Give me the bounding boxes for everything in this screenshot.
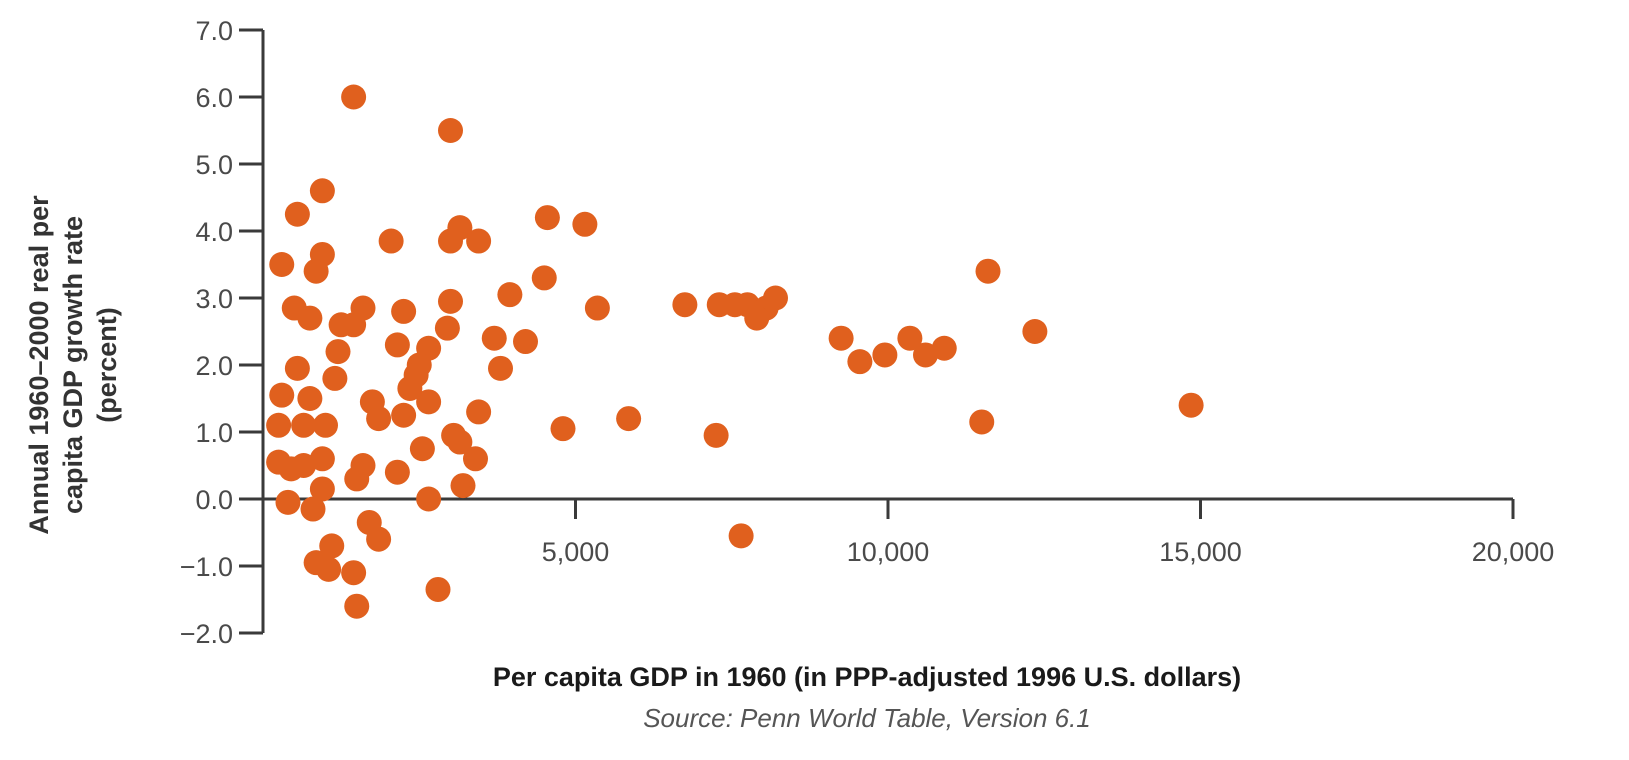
data-point — [550, 416, 576, 442]
data-point — [913, 342, 938, 368]
data-point — [391, 298, 417, 324]
data-point — [269, 382, 295, 408]
y-tick-label: 7.0 — [195, 16, 233, 46]
data-point — [409, 436, 435, 462]
y-tick-label: 6.0 — [195, 83, 233, 113]
y-tick-label: 3.0 — [195, 284, 233, 314]
data-point — [313, 412, 338, 438]
data-point — [344, 593, 370, 619]
y-tick-label: 2.0 — [195, 351, 233, 381]
y-axis-title-line-1: Annual 1960–2000 real per — [24, 195, 54, 535]
data-point — [391, 402, 417, 428]
data-point — [384, 459, 410, 485]
data-point — [447, 429, 473, 455]
data-point — [975, 258, 1001, 284]
data-point — [513, 329, 538, 355]
data-point — [309, 476, 335, 502]
data-point — [266, 412, 292, 438]
x-tick-label: 20,000 — [1472, 537, 1555, 567]
data-point — [341, 84, 367, 110]
data-point — [744, 305, 770, 331]
x-tick-label: 10,000 — [847, 537, 930, 567]
data-point — [438, 228, 463, 254]
data-points — [266, 84, 1204, 619]
data-point — [303, 258, 329, 284]
data-point — [416, 486, 442, 512]
data-point — [309, 178, 335, 204]
data-point — [297, 386, 323, 411]
x-tick-label: 5,000 — [542, 537, 610, 567]
data-point — [341, 560, 367, 586]
y-axis-ticks: −2.0 −1.0 0.0 1.0 2.0 3.0 4.0 5.0 6.0 7.0 — [180, 16, 263, 649]
data-point — [534, 205, 560, 231]
data-point — [316, 556, 342, 582]
y-tick-label: 4.0 — [195, 217, 233, 247]
data-point — [341, 312, 367, 338]
data-point — [672, 292, 698, 318]
data-point — [416, 389, 442, 415]
data-point — [438, 288, 463, 314]
data-point — [1178, 392, 1204, 418]
data-point — [703, 422, 729, 448]
y-axis-title-line-3: (percent) — [92, 307, 122, 423]
data-point — [463, 446, 488, 472]
data-point — [438, 118, 463, 143]
data-point — [366, 526, 392, 552]
data-point — [366, 406, 392, 432]
data-point — [872, 342, 898, 368]
data-point — [466, 399, 492, 425]
y-axis-title-line-2: capita GDP growth rate — [58, 216, 88, 514]
x-axis-ticks: 5,000 10,000 15,000 20,000 — [542, 499, 1555, 567]
data-point — [384, 332, 410, 358]
data-point — [325, 339, 351, 365]
source-note: Source: Penn World Table, Version 6.1 — [643, 703, 1091, 733]
data-point — [319, 533, 345, 559]
x-tick-label: 15,000 — [1159, 537, 1242, 567]
data-point — [269, 252, 295, 277]
data-point — [322, 365, 348, 391]
y-tick-label: −2.0 — [180, 619, 233, 649]
data-point — [969, 409, 995, 435]
data-point — [488, 355, 513, 381]
y-axis-title: Annual 1960–2000 real per capita GDP gro… — [24, 195, 122, 535]
data-point — [291, 412, 317, 438]
data-point — [897, 325, 923, 351]
data-point — [481, 325, 507, 351]
data-point — [497, 282, 523, 308]
data-point — [466, 228, 492, 254]
y-tick-label: 1.0 — [195, 418, 233, 448]
data-point — [378, 228, 404, 254]
data-point — [931, 335, 957, 361]
data-point — [397, 375, 423, 401]
data-point — [572, 211, 598, 237]
data-point — [425, 576, 451, 602]
data-point — [300, 496, 326, 522]
data-point — [847, 349, 873, 375]
data-point — [434, 315, 460, 341]
data-point — [278, 456, 304, 482]
x-axis-title: Per capita GDP in 1960 (in PPP-adjusted … — [493, 662, 1241, 692]
data-point — [275, 489, 301, 515]
data-point — [309, 446, 335, 472]
data-point — [828, 325, 854, 351]
data-point — [284, 201, 310, 227]
data-point — [616, 406, 642, 432]
data-point — [728, 523, 754, 549]
data-point — [284, 355, 310, 381]
data-point — [344, 466, 370, 492]
data-point — [584, 295, 610, 321]
y-tick-label: 0.0 — [195, 485, 233, 515]
y-tick-label: 5.0 — [195, 150, 233, 180]
y-tick-label: −1.0 — [180, 552, 233, 582]
data-point — [531, 265, 557, 291]
data-point — [297, 305, 323, 331]
data-point — [1022, 319, 1048, 344]
data-point — [450, 473, 476, 499]
